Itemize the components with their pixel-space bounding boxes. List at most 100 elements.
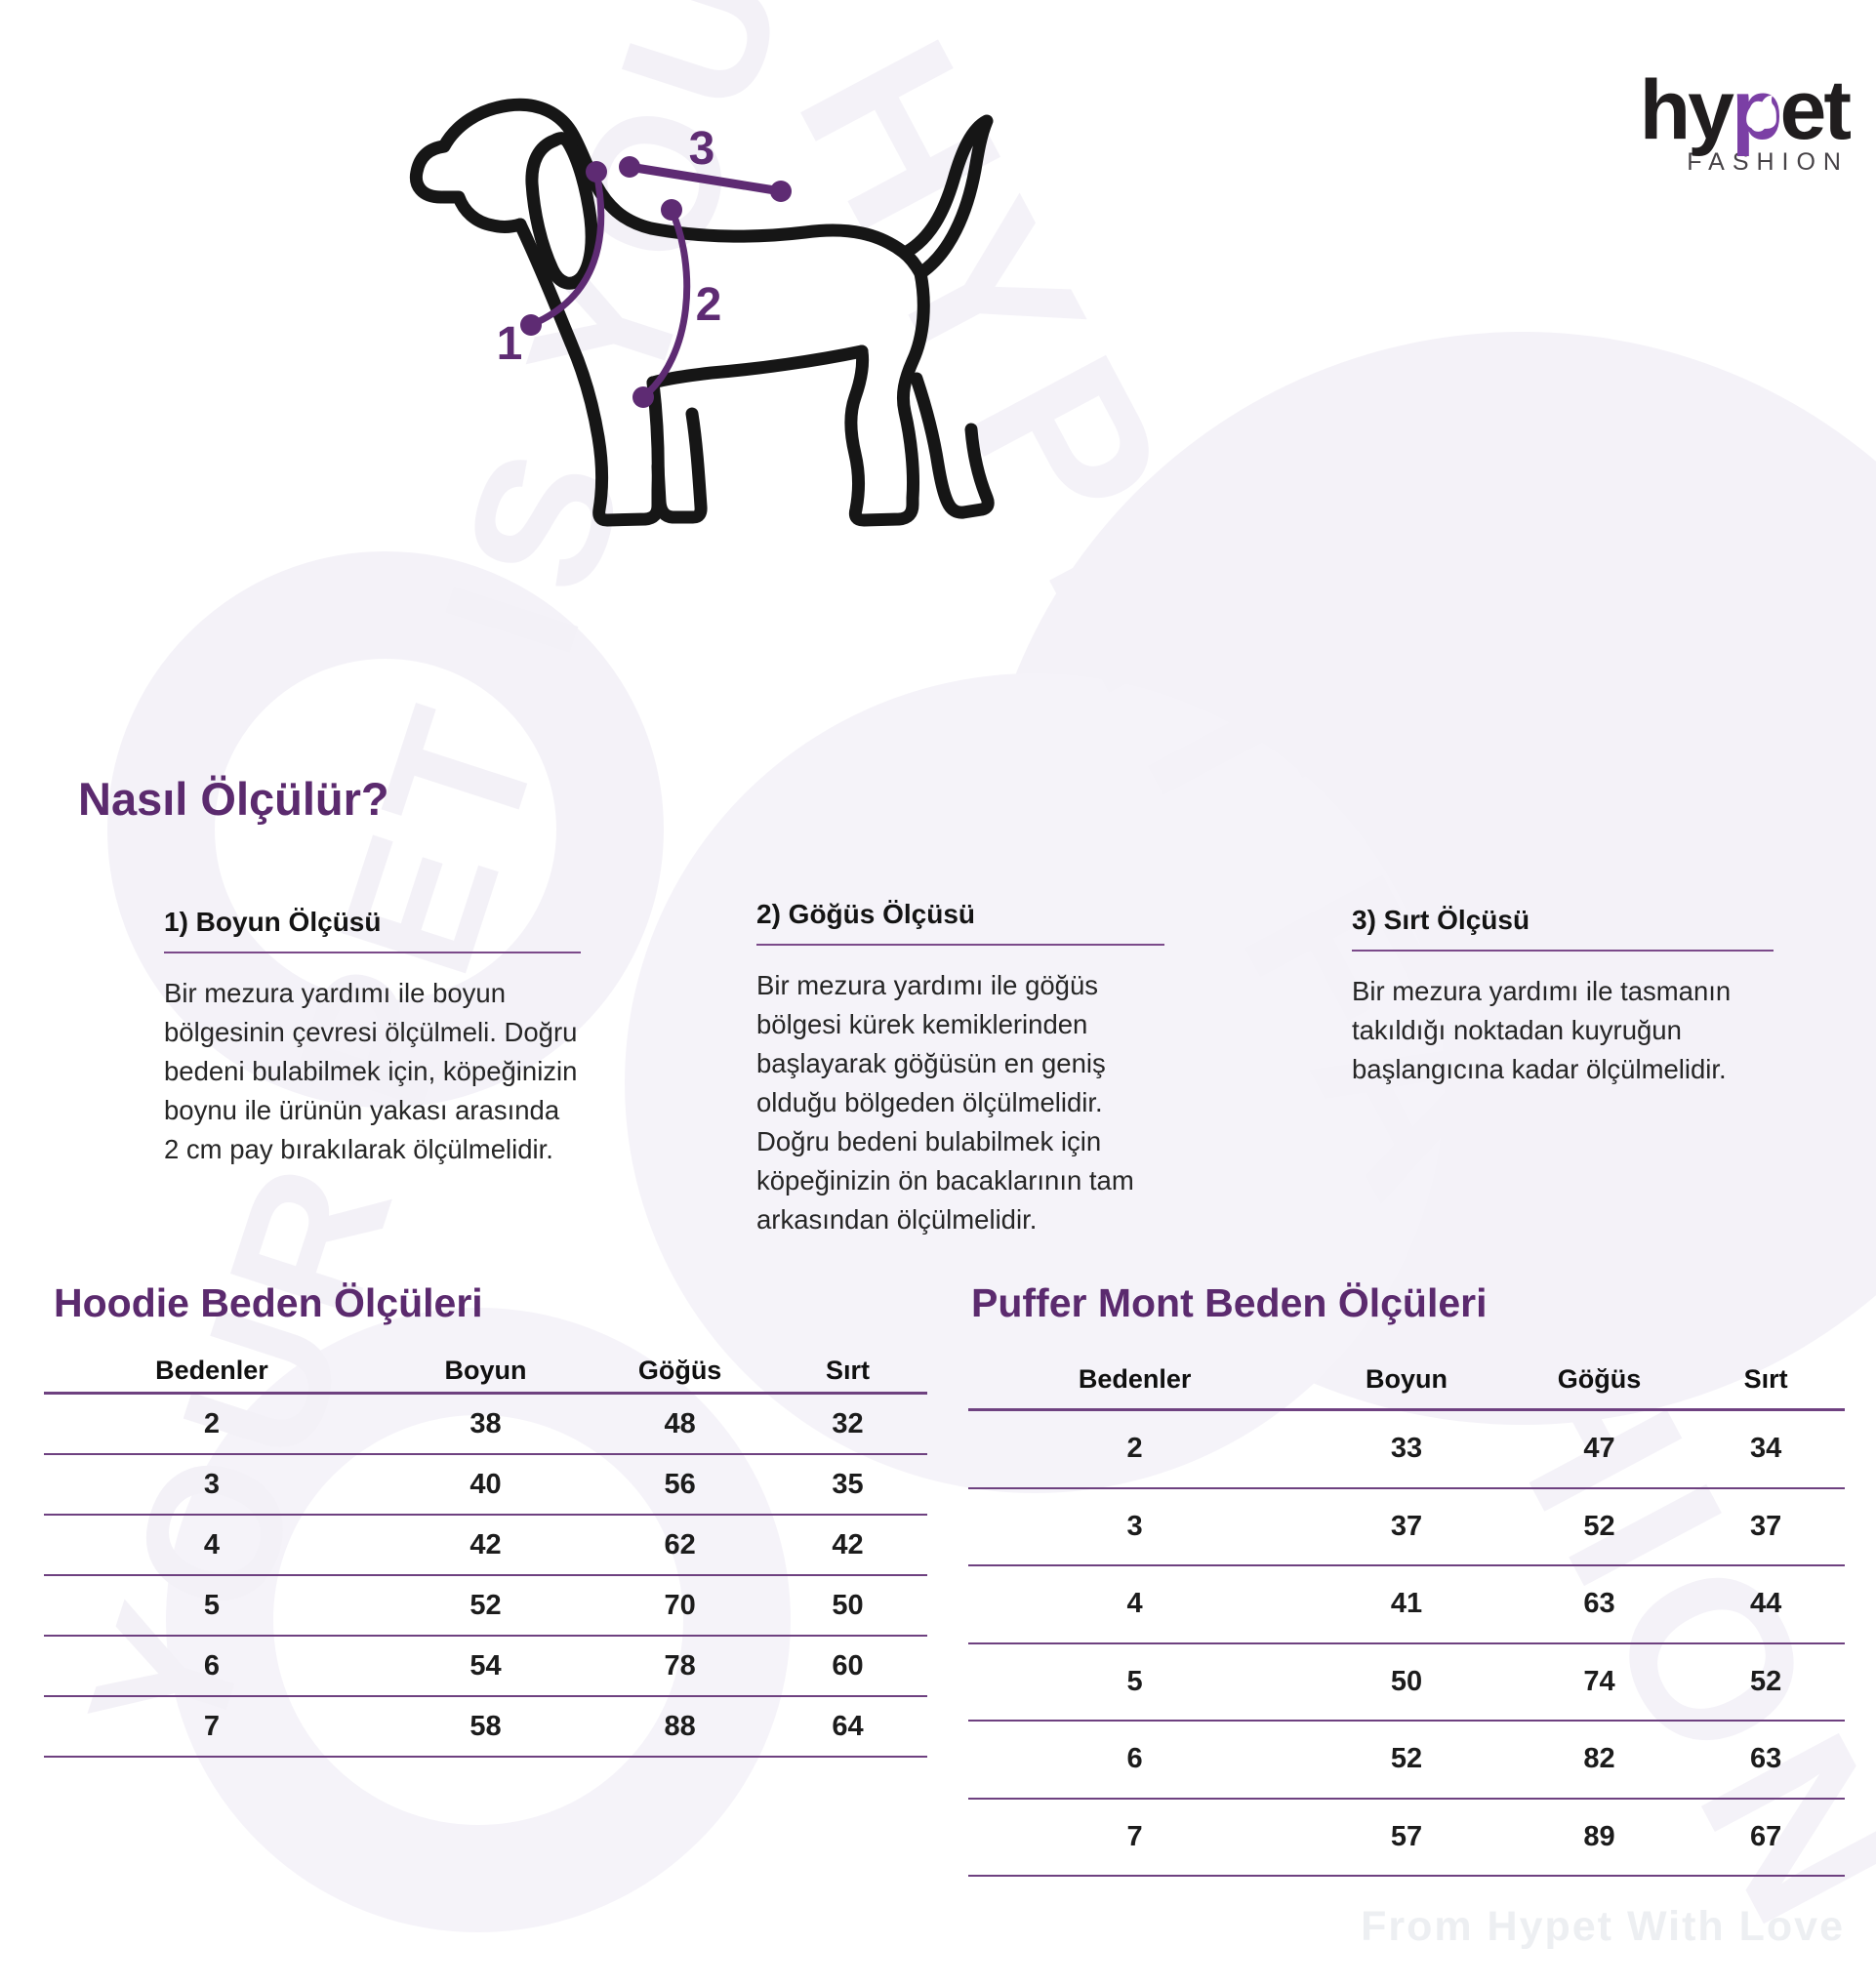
neck-cell: 38 — [469, 1407, 502, 1439]
table-row: 5 50 74 52 — [968, 1644, 1845, 1722]
column-header: Sırt — [826, 1355, 871, 1385]
chest-measure-label: 2 — [696, 279, 722, 331]
neck-cell: 52 — [1390, 1743, 1423, 1775]
chest-cell: 48 — [664, 1407, 696, 1439]
puffer-table-header: Bedenler Boyun Göğüs Sırt — [968, 1350, 1845, 1411]
size-cell: 6 — [1126, 1743, 1143, 1775]
back-cell: 60 — [832, 1649, 864, 1682]
section-back-title: 3) Sırt Ölçüsü — [1352, 905, 1530, 935]
size-cell: 3 — [203, 1468, 221, 1500]
logo-text-et: et — [1779, 63, 1852, 157]
chest-cell: 70 — [664, 1589, 696, 1621]
neck-cell: 42 — [469, 1528, 502, 1560]
chest-cell: 56 — [664, 1468, 696, 1500]
puffer-table-title: Puffer Mont Beden Ölçüleri — [971, 1280, 1488, 1325]
chest-cell: 82 — [1583, 1743, 1615, 1775]
dog-tail-outline — [900, 114, 994, 280]
size-cell: 7 — [1126, 1820, 1143, 1852]
table-row: 6 54 78 60 — [44, 1637, 927, 1697]
table-row: 3 40 56 35 — [44, 1455, 927, 1516]
table-row: 6 52 82 63 — [968, 1722, 1845, 1800]
section-back-body: Bir mezura yardımı ile tasmanın takıldığ… — [1352, 976, 1732, 1084]
logo-dog-icon — [1745, 95, 1776, 129]
section-divider — [1352, 950, 1774, 952]
dog-hind-leg-outline — [844, 266, 930, 527]
chest-cell: 74 — [1583, 1665, 1615, 1697]
neck-cell: 50 — [1390, 1665, 1423, 1697]
size-cell: 2 — [203, 1407, 221, 1439]
dog-head-back-outline — [409, 98, 927, 280]
neck-cell: 57 — [1390, 1820, 1423, 1852]
back-cell: 63 — [1750, 1743, 1782, 1775]
dog-ear-outline — [525, 132, 598, 290]
neck-cell: 54 — [469, 1649, 502, 1682]
section-chest: 2) Göğüs Ölçüsü Bir mezura yardımı ile g… — [756, 898, 1164, 1239]
size-cell: 7 — [203, 1710, 221, 1742]
back-cell: 32 — [832, 1407, 864, 1439]
chest-cell: 88 — [664, 1710, 696, 1742]
chest-cell: 47 — [1583, 1433, 1615, 1465]
footer-watermark: From Hypet With Love — [1361, 1903, 1845, 1950]
table-row: 7 57 89 67 — [968, 1800, 1845, 1877]
chest-cell: 52 — [1583, 1510, 1615, 1542]
back-cell: 50 — [832, 1589, 864, 1621]
hoodie-table-header: Bedenler Boyun Göğüs Sırt — [44, 1349, 927, 1395]
chest-measure-curve — [639, 206, 691, 401]
measure-dot — [661, 199, 682, 221]
measure-dot — [520, 314, 542, 336]
section-back: 3) Sırt Ölçüsü Bir mezura yardımı ile ta… — [1352, 904, 1774, 1089]
brand-logo: hypet FASHION — [1640, 68, 1852, 177]
back-measure-label: 3 — [689, 123, 715, 175]
chest-cell: 89 — [1583, 1820, 1615, 1852]
table-row: 3 37 52 37 — [968, 1489, 1845, 1566]
dog-jaw-outline — [436, 190, 527, 233]
back-cell: 34 — [1750, 1433, 1782, 1465]
size-cell: 5 — [1126, 1665, 1143, 1697]
neck-cell: 52 — [469, 1589, 502, 1621]
column-header: Göğüs — [637, 1355, 722, 1385]
chest-cell: 62 — [664, 1528, 696, 1560]
back-cell: 42 — [832, 1528, 864, 1560]
column-header: Sırt — [1743, 1363, 1788, 1394]
size-cell: 4 — [1126, 1588, 1143, 1620]
neck-cell: 33 — [1390, 1433, 1423, 1465]
section-neck-body: Bir mezura yardımı ile boyun bölgesinin … — [164, 978, 578, 1164]
neck-measure-curve — [527, 168, 605, 329]
column-header: Bedenler — [155, 1355, 268, 1385]
neck-cell: 58 — [469, 1710, 502, 1742]
chest-cell: 78 — [664, 1649, 696, 1682]
measure-dot — [586, 161, 607, 182]
back-cell: 44 — [1750, 1588, 1782, 1620]
size-cell: 3 — [1126, 1510, 1143, 1542]
measure-dot — [632, 386, 654, 408]
section-chest-body: Bir mezura yardımı ile göğüs bölgesi kür… — [756, 970, 1134, 1235]
chest-cell: 63 — [1583, 1588, 1615, 1620]
section-divider — [756, 944, 1164, 946]
column-header: Boyun — [1365, 1363, 1448, 1394]
neck-cell: 37 — [1390, 1510, 1423, 1542]
puffer-size-table: Bedenler Boyun Göğüs Sırt 2 33 47 34 3 3… — [968, 1350, 1845, 1877]
dog-far-hind-leg-outline — [910, 372, 995, 519]
table-row: 2 38 48 32 — [44, 1395, 927, 1455]
section-neck-title: 1) Boyun Ölçüsü — [164, 907, 382, 937]
back-cell: 67 — [1750, 1820, 1782, 1852]
neck-cell: 40 — [469, 1468, 502, 1500]
hoodie-table-title: Hoodie Beden Ölçüleri — [54, 1280, 483, 1325]
dog-outline-drawing: 1 2 3 — [409, 98, 995, 527]
back-cell: 52 — [1750, 1665, 1782, 1697]
column-header: Boyun — [444, 1355, 527, 1385]
section-neck: 1) Boyun Ölçüsü Bir mezura yardımı ile b… — [164, 906, 581, 1169]
size-cell: 6 — [203, 1649, 221, 1682]
measure-dot — [619, 156, 640, 178]
table-row: 4 42 62 42 — [44, 1516, 927, 1576]
column-header: Göğüs — [1557, 1363, 1642, 1394]
dog-far-front-leg-outline — [651, 407, 708, 524]
size-cell: 5 — [203, 1589, 221, 1621]
section-divider — [164, 952, 581, 953]
size-cell: 2 — [1126, 1433, 1143, 1465]
logo-text-hy: hy — [1639, 63, 1734, 157]
size-cell: 4 — [203, 1528, 221, 1560]
column-header: Bedenler — [1078, 1363, 1192, 1394]
brand-logo-wordmark: hypet — [1640, 68, 1852, 152]
